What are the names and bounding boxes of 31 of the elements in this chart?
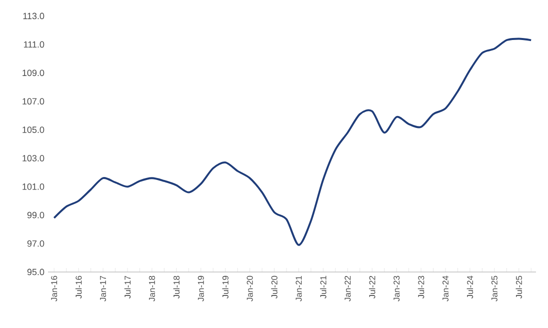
y-tick-label: 101.0 [22, 183, 44, 190]
x-tick-label: Jan-17 [100, 276, 106, 302]
x-tick-label: Jul-23 [418, 276, 424, 299]
x-tick-label: Jan-16 [51, 276, 58, 302]
x-tick-label: Jul-16 [75, 276, 82, 299]
x-tick-label: Jul-25 [516, 276, 522, 299]
y-tick-label: 109.0 [22, 70, 44, 76]
y-tick-label: 107.0 [22, 98, 44, 105]
x-tick-label: Jan-22 [344, 276, 351, 302]
line-series [53, 38, 532, 246]
x-tick-label: Jul-19 [222, 276, 228, 299]
x-tick-label: Jan-25 [491, 276, 498, 302]
x-tick-label: Jan-19 [198, 276, 204, 302]
x-tick-label: Jul-22 [368, 276, 376, 299]
y-tick-label: 97.0 [27, 240, 44, 247]
x-tick-label: Jul-20 [271, 276, 278, 299]
x-tick-label: Jul-24 [466, 276, 474, 299]
x-tick-label: Jan-24 [442, 276, 448, 302]
x-tick-label: Jul-18 [173, 276, 180, 299]
y-tick-label: 103.0 [22, 155, 44, 162]
x-tick-label: Jan-18 [148, 276, 155, 302]
x-tick-label: Jan-21 [296, 276, 302, 302]
y-tick-label: 113.0 [23, 12, 44, 20]
x-tick-label: Jul-21 [320, 276, 326, 299]
y-tick-label: 111.0 [24, 41, 44, 48]
y-tick-label: 95.0 [27, 268, 44, 276]
y-tick-label: 105.0 [22, 126, 44, 133]
x-tick-label: Jan-20 [246, 276, 253, 302]
x-tick-label: Jan-23 [394, 276, 400, 302]
x-tick-label: Jul-17 [124, 276, 131, 299]
y-tick-label: 99.0 [27, 212, 44, 218]
